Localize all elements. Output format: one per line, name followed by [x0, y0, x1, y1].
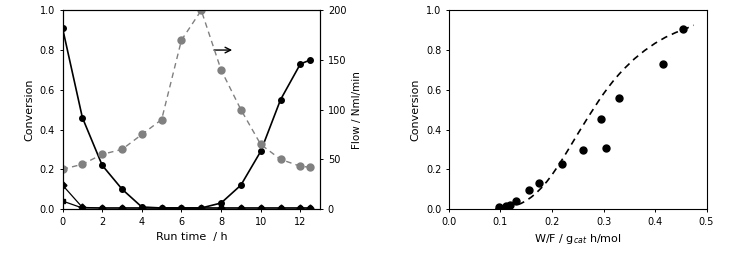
X-axis label: W/F / g$_{cat}$ h/mol: W/F / g$_{cat}$ h/mol: [534, 232, 621, 246]
Y-axis label: Conversion: Conversion: [411, 78, 420, 141]
Y-axis label: Flow / Nml/min: Flow / Nml/min: [352, 71, 362, 149]
Y-axis label: Conversion: Conversion: [24, 78, 34, 141]
X-axis label: Run time  / h: Run time / h: [155, 232, 227, 242]
